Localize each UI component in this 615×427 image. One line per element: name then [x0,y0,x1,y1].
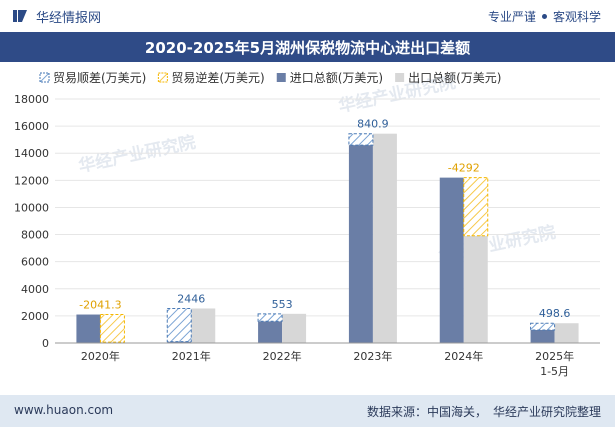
bar-import [167,341,192,343]
slogan-dot-icon [541,14,547,19]
y-tick-label: 14000 [14,147,49,160]
bar-import [348,145,373,343]
bar-import [258,321,283,343]
y-tick-label: 2000 [21,310,49,323]
y-tick-label: 0 [42,337,49,350]
y-tick-label: 4000 [21,283,49,296]
bar-surplus [530,322,556,331]
brand-logo-icon [13,10,27,22]
legend-item[interactable]: 贸易顺差(万美元) [39,71,146,85]
y-tick-label: 18000 [14,93,49,106]
bar-export [191,308,216,343]
legend-swatch [395,73,405,82]
bar-export [463,235,488,343]
data-label: 2446 [177,292,205,305]
slogan: 专业严谨 客观科学 [488,8,601,25]
bar-surplus [166,307,192,343]
bar-deficit [463,177,489,237]
data-label: 553 [272,298,293,311]
bar-export [554,323,579,343]
slogan-b: 客观科学 [552,10,601,24]
legend-label: 出口总额(万美元) [408,71,501,85]
data-label: -4292 [448,162,480,175]
data-label: 840.9 [357,118,389,131]
bar-surplus [257,313,283,322]
source-b: 华经产业研究院整理 [492,405,601,419]
footer-site[interactable]: www.huaon.com [14,403,114,417]
legend-label: 贸易顺差(万美元) [53,71,146,85]
bar-export [282,313,307,343]
source-a: 中国海关， [426,405,487,419]
legend-swatch [39,72,50,83]
y-tick-label: 16000 [14,120,49,133]
watermark-text: 华经产业研究院 [77,132,198,177]
legend-item[interactable]: 贸易逆差(万美元) [157,70,265,85]
source-label: 数据来源： [366,405,427,419]
brand-name: 华经情报网 [36,11,102,26]
legend-item[interactable]: 进口总额(万美元) [276,71,383,85]
x-tick-label: 2021年 [172,349,211,363]
bar-deficit [99,314,125,343]
footer-bar: www.huaon.com 数据来源：中国海关， 华经产业研究院整理 [0,395,615,427]
slogan-a: 专业严谨 [487,10,536,24]
bar-export [372,133,397,343]
bar-surplus [348,133,374,146]
chart-title: 2020-2025年5月湖州保税物流中心进出口差额 [0,32,615,62]
y-tick-label: 6000 [21,256,49,269]
y-tick-label: 12000 [14,174,49,187]
x-tick-label: 2022年 [263,349,302,363]
x-tick-label: 2025年 [535,349,574,363]
bar-import [530,329,555,343]
legend-label: 贸易逆差(万美元) [171,70,264,85]
x-tick-label: 1-5月 [540,365,569,378]
footer-source: 数据来源：中国海关， 华经产业研究院整理 [367,403,601,420]
legend-swatch [157,72,168,83]
bar-import [439,177,464,343]
x-tick-label: 2024年 [444,349,483,363]
legend-swatch [276,73,286,82]
legend-label: 进口总额(万美元) [290,71,383,85]
y-tick-label: 10000 [14,201,49,214]
top-bar: 华经情报网 专业严谨 客观科学 [0,0,615,32]
y-tick-label: 8000 [21,229,49,242]
data-label: 498.6 [539,307,571,320]
bar-import [76,314,101,343]
x-tick-label: 2023年 [353,349,392,363]
data-label: -2041.3 [79,299,121,312]
legend-item[interactable]: 出口总额(万美元) [395,71,502,85]
x-tick-label: 2020年 [81,349,120,363]
